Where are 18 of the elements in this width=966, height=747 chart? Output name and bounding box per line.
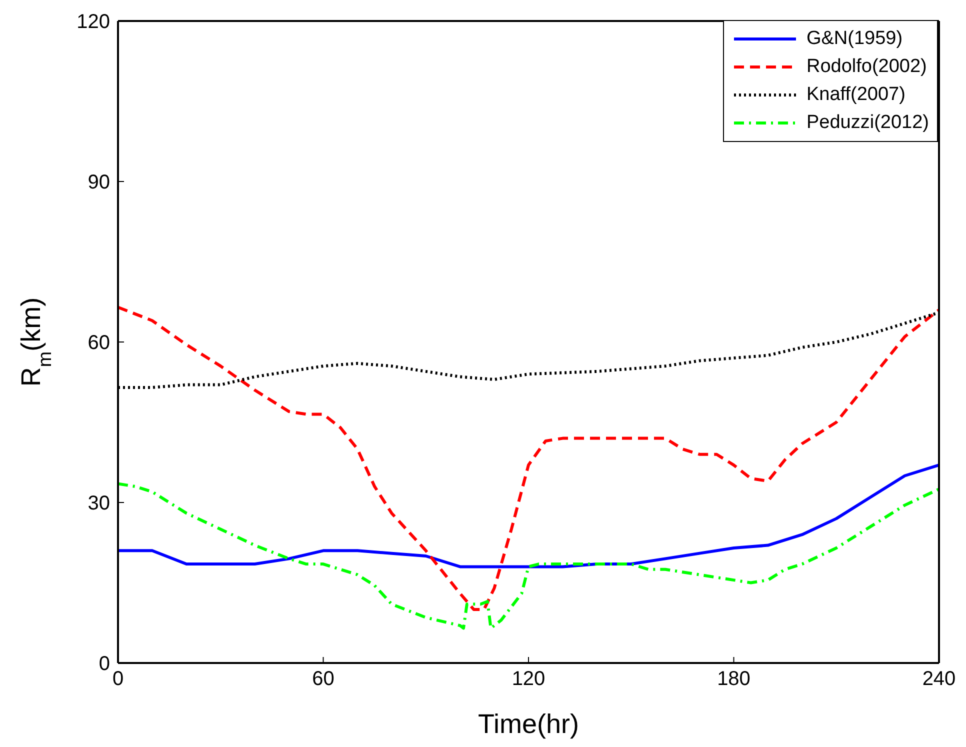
x-tick-label: 180: [717, 668, 750, 690]
y-tick-label: 30: [88, 492, 110, 515]
y-tick-label: 60: [88, 332, 110, 354]
y-tick-label: 120: [76, 11, 110, 34]
legend-label: Rodolfo(2002): [806, 56, 927, 78]
legend-label: Peduzzi(2012): [806, 112, 929, 134]
x-tick-label: 120: [512, 668, 546, 690]
y-tick-label: 90: [88, 172, 110, 194]
x-tick-label: 240: [922, 668, 956, 690]
x-axis-title: Time(hr): [478, 709, 579, 739]
y-tick-label: 0: [98, 653, 110, 676]
x-tick-label: 60: [312, 668, 334, 690]
x-tick-label: 0: [112, 668, 124, 690]
legend-label: Knaff(2007): [806, 84, 906, 106]
line-series: [118, 482, 939, 630]
line-series: [118, 464, 939, 568]
line-series: [118, 306, 939, 611]
legend-label: G&N(1959): [806, 28, 903, 50]
